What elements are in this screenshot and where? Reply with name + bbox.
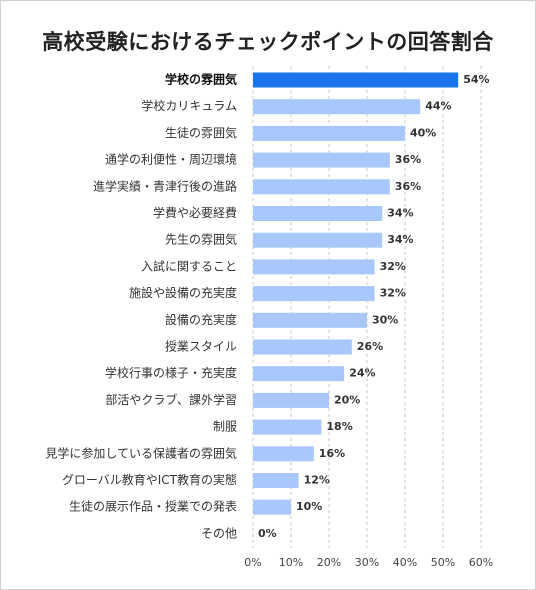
- value-label: 34%: [387, 233, 413, 246]
- value-label: 0%: [258, 527, 277, 540]
- category-label: 進学実績・青津行後の進路: [93, 178, 237, 193]
- x-tick-label: 60%: [469, 556, 493, 569]
- value-label: 36%: [395, 180, 421, 193]
- x-tick-label: 0%: [244, 556, 261, 569]
- value-label: 26%: [357, 340, 383, 353]
- category-label: 入試に関すること: [141, 258, 237, 273]
- x-tick-label: 40%: [393, 556, 417, 569]
- bar: [253, 259, 375, 275]
- bar: [253, 312, 367, 328]
- value-label: 16%: [319, 447, 345, 460]
- bar: [253, 125, 405, 141]
- x-tick-label: 20%: [317, 556, 341, 569]
- value-label: 18%: [326, 420, 352, 433]
- category-label: 学校の雰囲気: [165, 72, 237, 87]
- category-label: 部活やクラブ、課外学習: [105, 392, 237, 407]
- bar: [253, 206, 383, 221]
- category-labels: 学校の雰囲気学校カリキュラム生徒の雰囲気通学の利便性・周辺環境進学実績・青津行後…: [45, 72, 237, 541]
- value-label: 34%: [387, 207, 413, 220]
- value-label: 24%: [349, 367, 375, 380]
- bar: [253, 499, 291, 515]
- value-label: 54%: [463, 73, 489, 86]
- category-label: その他: [201, 526, 237, 540]
- value-label: 10%: [296, 500, 322, 513]
- bar: [253, 72, 459, 88]
- value-label: 20%: [334, 393, 360, 406]
- category-label: 学校行事の様子・充実度: [105, 365, 237, 380]
- x-axis-ticks: 0% 10% 20% 30% 40% 50% 60%: [244, 556, 493, 569]
- category-label: グローバル教育やICT教育の実態: [62, 472, 237, 487]
- chart-title: 高校受験におけるチェックポイントの回答割合: [42, 30, 494, 54]
- x-tick-label: 10%: [279, 556, 303, 569]
- bar: [253, 392, 329, 408]
- value-label: 32%: [380, 287, 406, 300]
- bar: [253, 286, 375, 302]
- bar: [253, 339, 352, 355]
- value-labels: 54% 44% 40% 36% 36% 34% 34% 32% 32% 30% 26% 24% 20% 1…: [258, 73, 490, 540]
- category-label: 学校カリキュラム: [141, 98, 237, 113]
- value-label: 40%: [410, 126, 436, 139]
- category-label: 施設や設備の充実度: [129, 285, 237, 300]
- category-label: 先生の雰囲気: [165, 232, 237, 247]
- x-tick-label: 50%: [431, 556, 455, 569]
- category-label: 生徒の雰囲気: [165, 125, 237, 140]
- category-label: 設備の充実度: [165, 312, 237, 327]
- x-tick-label: 30%: [355, 556, 379, 569]
- value-label: 12%: [304, 474, 330, 487]
- bar: [253, 473, 299, 488]
- category-label: 通学の利便性・周辺環境: [105, 152, 237, 167]
- value-label: 36%: [395, 153, 421, 166]
- category-label: 授業スタイル: [165, 339, 237, 354]
- bar: [253, 99, 421, 115]
- category-label: 見学に参加している保護者の雰囲気: [45, 445, 237, 460]
- value-label: 30%: [372, 313, 398, 326]
- value-label: 44%: [425, 100, 451, 113]
- grid-lines: [252, 66, 482, 548]
- category-label: 生徒の展示作品・授業での発表: [69, 499, 237, 514]
- bar: [253, 232, 383, 248]
- bar: [253, 366, 345, 382]
- bar: [253, 152, 390, 168]
- bar: [253, 419, 322, 435]
- category-label: 学費や必要経費: [153, 205, 237, 220]
- bars: [253, 72, 459, 515]
- bar: [253, 179, 390, 195]
- bar: [253, 446, 314, 462]
- category-label: 制服: [213, 420, 237, 434]
- value-label: 32%: [380, 260, 406, 273]
